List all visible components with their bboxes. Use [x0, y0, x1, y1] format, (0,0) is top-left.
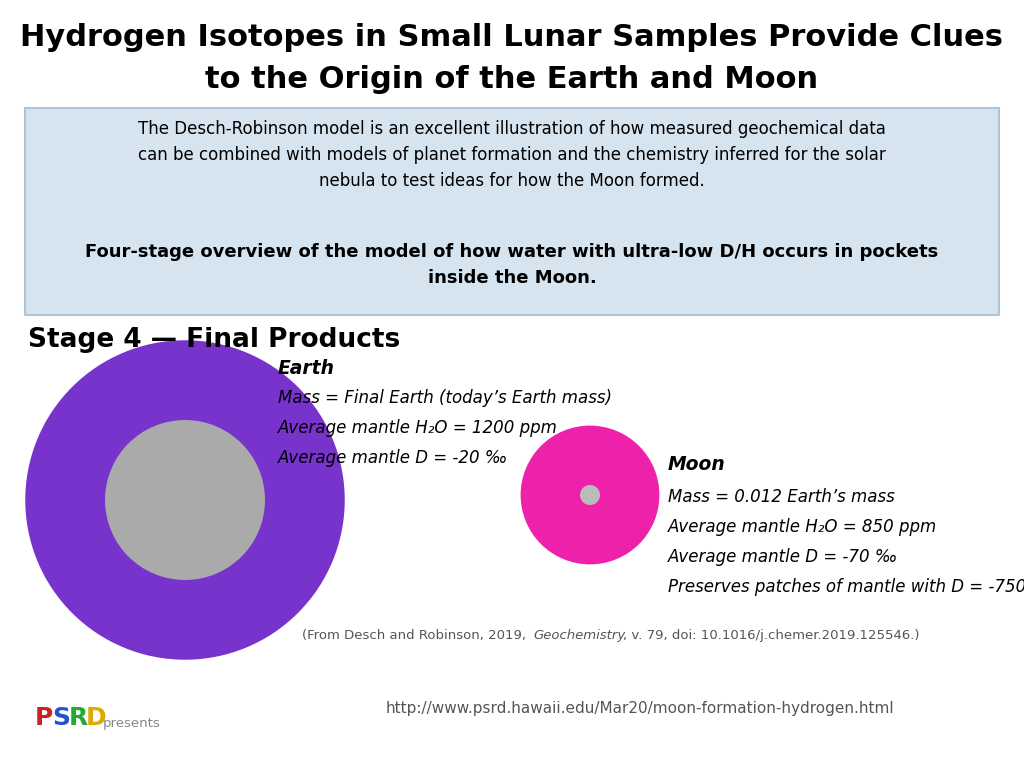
Text: R: R	[69, 706, 88, 730]
Text: Four-stage overview of the model of how water with ultra-low D/H occurs in pocke: Four-stage overview of the model of how …	[85, 243, 939, 287]
Text: Stage 4 — Final Products: Stage 4 — Final Products	[28, 327, 400, 353]
Text: D: D	[86, 706, 106, 730]
Text: Mass = Final Earth (today’s Earth mass): Mass = Final Earth (today’s Earth mass)	[278, 389, 612, 407]
Text: http://www.psrd.hawaii.edu/Mar20/moon-formation-hydrogen.html: http://www.psrd.hawaii.edu/Mar20/moon-fo…	[386, 700, 894, 716]
Circle shape	[522, 427, 658, 563]
Text: to the Origin of the Earth and Moon: to the Origin of the Earth and Moon	[206, 65, 818, 94]
Circle shape	[27, 342, 343, 658]
Text: (From Desch and Robinson, 2019,: (From Desch and Robinson, 2019,	[302, 628, 530, 641]
Text: Average mantle D = -20 ‰: Average mantle D = -20 ‰	[278, 449, 508, 467]
Text: Average mantle D = -70 ‰: Average mantle D = -70 ‰	[668, 548, 898, 566]
Text: presents: presents	[103, 717, 161, 730]
Text: S: S	[52, 706, 70, 730]
Text: Earth: Earth	[278, 359, 335, 378]
Text: Geochemistry: Geochemistry	[534, 628, 626, 641]
Text: Mass = 0.012 Earth’s mass: Mass = 0.012 Earth’s mass	[668, 488, 895, 506]
Text: , v. 79, doi: 10.1016/j.chemer.2019.125546.): , v. 79, doi: 10.1016/j.chemer.2019.1255…	[623, 628, 920, 641]
FancyBboxPatch shape	[25, 108, 999, 315]
Text: Average mantle H₂O = 850 ppm: Average mantle H₂O = 850 ppm	[668, 518, 937, 536]
Circle shape	[580, 485, 600, 505]
Text: Average mantle H₂O = 1200 ppm: Average mantle H₂O = 1200 ppm	[278, 419, 558, 437]
Text: Preserves patches of mantle with D = -750 ‰: Preserves patches of mantle with D = -75…	[668, 578, 1024, 596]
Text: Hydrogen Isotopes in Small Lunar Samples Provide Clues: Hydrogen Isotopes in Small Lunar Samples…	[20, 24, 1004, 52]
Text: P: P	[35, 706, 53, 730]
Circle shape	[105, 420, 265, 580]
Text: Moon: Moon	[668, 455, 726, 475]
Text: The Desch-Robinson model is an excellent illustration of how measured geochemica: The Desch-Robinson model is an excellent…	[138, 120, 886, 190]
